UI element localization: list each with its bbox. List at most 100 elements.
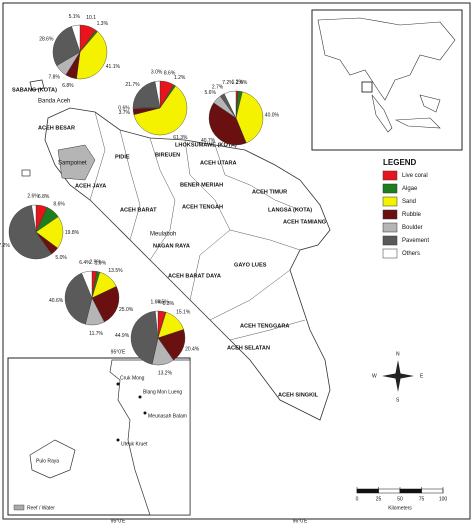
scale-segment [378, 488, 401, 494]
district-borders [89, 111, 306, 341]
sampoinet-area [57, 144, 96, 181]
scale-tick-label: 50 [397, 496, 403, 502]
inset-place: Cruk Mong [120, 375, 145, 381]
legend-label: Algae [402, 186, 418, 192]
legend-label: Others [402, 251, 420, 257]
place-label: LANGSA (KOTA) [268, 207, 312, 213]
pie-value-label: 19.8% [65, 230, 80, 236]
place-label: ACEH TIMUR [252, 189, 287, 195]
place-label: PIDIE [115, 154, 130, 160]
legend-swatch [382, 196, 398, 207]
place-label: ACEH BARAT DAYA [168, 273, 221, 279]
place-label: ACEH BARAT [120, 207, 157, 213]
pie-slice [31, 204, 37, 233]
pie-slice [132, 81, 161, 109]
scale-bar: Kilometers 0 25 50 75 100 [356, 487, 447, 511]
pie-slice [154, 80, 161, 109]
village-dot [143, 411, 147, 415]
legend-label: Rubble [402, 212, 422, 218]
compass-label: E [420, 373, 424, 379]
pie-value-label: 40.0% [265, 113, 280, 119]
pie-value-label: 41.1% [106, 64, 121, 70]
compass-label: S [396, 397, 400, 403]
legend: LEGEND Live coral Algae Sand Rubble Boulder P… [382, 158, 429, 259]
asia-inset [311, 9, 463, 151]
legend-swatch [382, 235, 398, 246]
pie-value-label: 10.1 [86, 15, 96, 21]
coordinate-label: 95°0'E [111, 518, 126, 524]
place-label: GAYO LUES [234, 262, 267, 268]
legend-swatch [382, 209, 398, 220]
legend-swatch [382, 248, 398, 259]
study-area-marker [361, 81, 373, 93]
pie-value-label: 6.4% [79, 260, 91, 266]
pie-value-label: 15.1% [176, 310, 191, 316]
pie-value-label: 44.9% [115, 333, 130, 339]
pie-value-label: 3.7% [119, 110, 131, 116]
coordinate-label: 96°0'E [293, 518, 308, 524]
compass-label: W [372, 373, 377, 379]
pie-value-label: 40.7% [201, 138, 216, 144]
sabang-island [29, 79, 45, 91]
north-arrow: N W E S [372, 351, 424, 403]
pie-value-label: 0.3% [163, 301, 175, 307]
pie-value-label: 1.6% [150, 299, 162, 305]
place-label: LHOKSUMAWE (KOTA) [175, 142, 237, 148]
legend-swatch [382, 222, 398, 233]
scale-unit: Kilometers [388, 505, 412, 511]
island [29, 439, 76, 479]
scale-segment [356, 488, 379, 494]
pie-value-label: 28.6% [39, 37, 54, 43]
pie-slice [133, 85, 188, 136]
pie-value-label: 1.2% [232, 79, 244, 85]
pie-value-label: 21.7% [125, 82, 140, 88]
pie-value-label: 13.2% [158, 371, 173, 377]
compass-label: N [396, 351, 400, 357]
pie-value-label: 4.5% [157, 300, 169, 306]
pie-slice [91, 286, 120, 323]
place-label: ACEH TENGAH [182, 204, 223, 210]
pie-value-label: 2.6% [27, 193, 39, 199]
scale-tick-label: 0 [356, 496, 359, 502]
place-label: BENER MERIAH [180, 182, 223, 188]
pie-slice [76, 31, 108, 80]
compass-rose [382, 360, 414, 392]
pie-value-label: 5.0% [55, 255, 67, 261]
place-label: ACEH SELATAN [227, 345, 270, 351]
pie-slice [8, 205, 52, 260]
scale-tick-label: 75 [419, 496, 425, 502]
pie-value-label: 13.5% [108, 268, 123, 274]
pie-value-label: 8.6% [53, 202, 65, 208]
legend-title: LEGEND [383, 158, 417, 167]
inset-marker [21, 169, 31, 177]
village-dot [116, 438, 120, 442]
place-label: Sampoinet [58, 161, 87, 167]
pie-value-label: 6.8% [38, 194, 50, 200]
pie-value-label: 40.6% [49, 298, 64, 304]
place-label: NAGAN RAYA [153, 243, 190, 249]
pie-slice [155, 310, 159, 339]
place-label: ACEH BESAR [38, 125, 75, 131]
place-label: Meulaboh [150, 232, 176, 238]
pie-value-label: 6.8% [62, 83, 74, 89]
pie-slice [208, 102, 247, 146]
pie-value-label: 11.7% [89, 331, 103, 337]
place-label: SABANG (KOTA) [12, 87, 57, 93]
legend-swatch [382, 183, 398, 194]
pie-value-label: 0.6% [118, 105, 130, 111]
legend-label: Pavement [402, 238, 429, 244]
map-frame [2, 2, 471, 520]
pie-slice [52, 26, 81, 66]
pie-value-label: 1.9% [95, 260, 107, 266]
pie-slice [235, 91, 264, 144]
pie-slice [71, 24, 81, 53]
pie-value-label: 20.4% [185, 347, 200, 353]
village-dot [116, 382, 120, 386]
scale-segment [421, 488, 444, 494]
pie-value-label: 1.3% [97, 21, 109, 27]
pie-value-label: 2.9% [90, 259, 102, 265]
pie-value-label: 2.7% [212, 84, 224, 90]
place-label: ACEH JAYA [75, 183, 106, 189]
coordinate-label: 95°0'E [111, 349, 126, 355]
legend-label: Live coral [402, 173, 428, 179]
